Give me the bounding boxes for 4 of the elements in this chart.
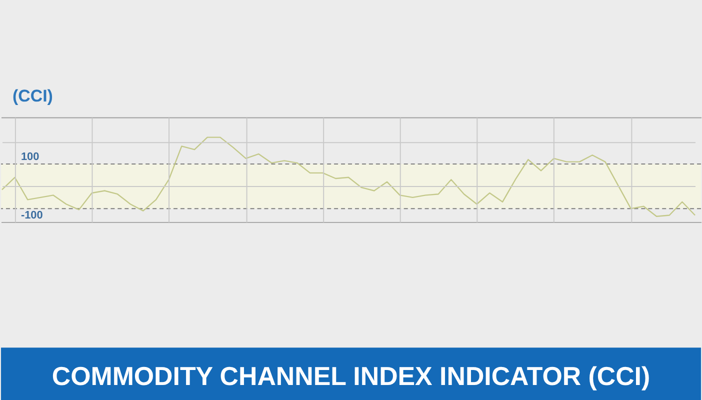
- chart-title: (CCI): [12, 86, 53, 106]
- text: COMMODITY CHANNEL INDEX INDICATOR (CCI): [52, 362, 650, 391]
- ref-line-label: 100: [20, 151, 40, 164]
- ref-line-label: -100: [20, 210, 43, 222]
